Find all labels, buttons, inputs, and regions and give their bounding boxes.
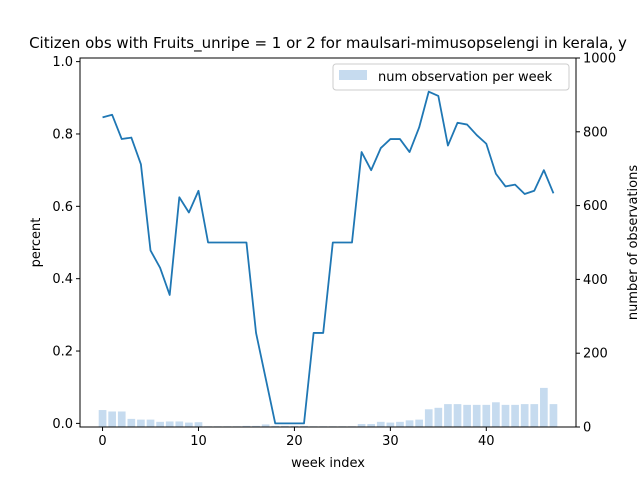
line-series — [102, 90, 555, 425]
bar — [367, 424, 376, 427]
bar — [511, 404, 519, 427]
bar — [117, 411, 126, 427]
x-tick-label: 20 — [286, 434, 303, 449]
bar — [396, 421, 404, 427]
legend-swatch — [339, 70, 367, 80]
y2-tick-label: 200 — [583, 347, 608, 362]
bar — [185, 422, 193, 427]
y-tick-label: 0.6 — [52, 200, 73, 215]
bar — [194, 422, 203, 427]
bar — [108, 411, 116, 427]
legend-box — [332, 63, 570, 91]
y-tick-label: 0.8 — [52, 127, 73, 142]
bar — [415, 419, 423, 427]
bar — [386, 422, 395, 427]
y-axis-label: percent — [29, 218, 44, 268]
x-tick-label: 30 — [382, 434, 399, 449]
bar — [540, 387, 548, 427]
y2-tick-label: 800 — [583, 125, 608, 140]
bar — [376, 421, 385, 427]
bar — [98, 410, 107, 427]
y-tick-label: 0.0 — [52, 417, 73, 432]
bar — [530, 404, 539, 427]
bar — [357, 424, 366, 427]
y2-axis-label: number of observations — [626, 165, 640, 320]
bar — [453, 404, 462, 427]
x-tick-label: 10 — [190, 434, 207, 449]
bar — [405, 420, 414, 427]
bar — [520, 404, 529, 427]
bar — [290, 425, 299, 427]
bar — [175, 421, 184, 427]
bar — [492, 402, 500, 427]
plot-frame — [79, 57, 577, 428]
y2-tick-label: 600 — [583, 199, 608, 214]
y-tick-label: 0.2 — [52, 345, 73, 360]
legend-label: num observation per week — [378, 70, 553, 85]
bar — [424, 409, 433, 427]
bar — [137, 419, 145, 427]
bar — [501, 404, 510, 427]
x-tick-label: 0 — [98, 434, 106, 449]
bar — [549, 404, 558, 427]
bar — [127, 418, 136, 427]
bar — [482, 404, 491, 427]
x-tick-label: 40 — [478, 434, 495, 449]
bar — [242, 425, 251, 427]
legend: num observation per week — [332, 63, 570, 91]
bar — [434, 407, 443, 427]
y2-tick-label: 0 — [583, 421, 591, 436]
y2-tick-label: 400 — [583, 273, 608, 288]
bar — [463, 404, 471, 427]
bar — [444, 404, 452, 427]
tick-marks: 0 10 20 30 40 0.0 0.2 0.4 0.6 0.8 1.0 0 200 400 600 800… — [52, 52, 616, 450]
bar — [472, 404, 481, 427]
bar — [261, 424, 270, 427]
y-tick-label: 1.0 — [52, 55, 73, 70]
chart-title: Citizen obs with Fruits_unripe = 1 or 2 … — [29, 34, 627, 53]
bar — [300, 425, 308, 427]
bar — [252, 425, 260, 427]
bar — [146, 419, 155, 427]
y2-tick-label: 1000 — [583, 52, 616, 67]
bar — [271, 425, 280, 427]
x-axis-label: week index — [291, 456, 365, 471]
percent-line — [102, 90, 555, 425]
y-tick-label: 0.4 — [52, 272, 73, 287]
bar — [165, 421, 174, 427]
bar — [156, 421, 164, 427]
bar — [280, 425, 289, 427]
